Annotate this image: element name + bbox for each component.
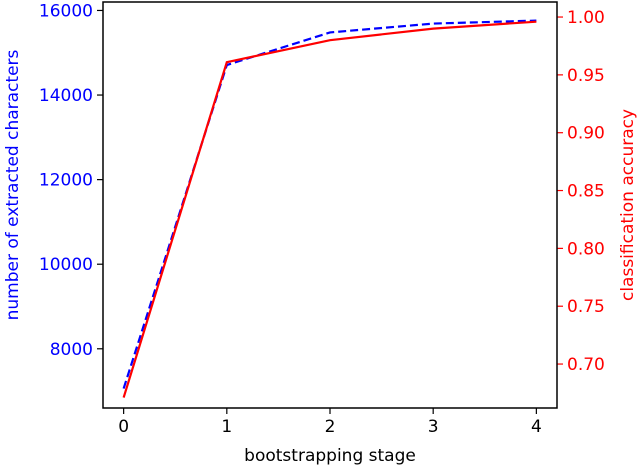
accuracy-line (122, 20, 537, 398)
right-tick-label: 0.85 (567, 182, 605, 202)
plot-lines (122, 19, 537, 398)
x-tick-label: 4 (531, 417, 542, 437)
left-tick-label: 14000 (39, 86, 93, 106)
right-tick-label: 0.70 (567, 355, 605, 375)
plot-frame (102, 1, 558, 409)
right-tick-label: 0.95 (567, 66, 605, 86)
left-y-axis-ticks: 8000 10000 12000 14000 16000 (39, 1, 103, 360)
left-tick-label: 10000 (39, 255, 93, 275)
right-y-axis-label: classification accuracy (618, 109, 638, 301)
x-tick-label: 3 (428, 417, 439, 437)
x-tick-label: 0 (118, 417, 129, 437)
right-tick-label: 0.80 (567, 239, 605, 259)
right-tick-label: 1.00 (567, 8, 605, 28)
right-y-axis-ticks: 0.70 0.75 0.80 0.85 0.90 0.95 1.00 (557, 8, 605, 375)
left-y-axis-label: number of extracted characters (3, 49, 23, 320)
x-axis-label: bootstrapping stage (244, 446, 416, 465)
left-tick-label: 12000 (39, 171, 93, 191)
x-tick-label: 1 (221, 417, 232, 437)
extracted-characters-line (122, 19, 537, 389)
right-tick-label: 0.75 (567, 297, 605, 317)
x-axis-ticks: 0 1 2 3 4 (118, 408, 542, 437)
right-tick-label: 0.90 (567, 124, 605, 144)
left-tick-label: 8000 (50, 340, 93, 360)
left-tick-label: 16000 (39, 1, 93, 21)
x-tick-label: 2 (325, 417, 336, 437)
